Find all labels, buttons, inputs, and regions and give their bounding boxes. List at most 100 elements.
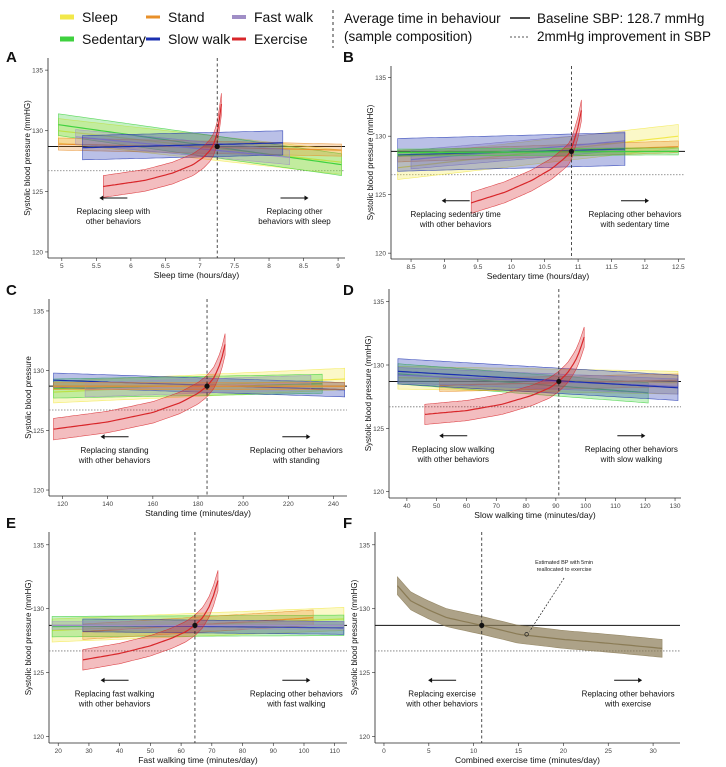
annotation-text: reallocated to exercise (537, 567, 592, 573)
legend-label-stand: Stand (168, 9, 205, 25)
panel-d: D 120 125 130 135 40 50 60 70 80 90 100 110 120 130 Slo… (343, 282, 681, 520)
series-line-exercise (53, 344, 226, 430)
right-arrowhead (641, 433, 646, 439)
y-tick-label: 125 (33, 670, 44, 677)
legend: Sleep Sedentary Stand Slow walk Fast wal… (60, 9, 711, 48)
y-axis-label: Systolic blood pressure (mmHG) (366, 104, 375, 220)
panel-letter-e: E (6, 515, 16, 532)
x-tick-label: 8.5 (299, 263, 308, 270)
plot-area (389, 326, 681, 425)
x-tick-label: 90 (552, 503, 560, 510)
legend-label-baseline: Baseline SBP: 128.7 mmHg (537, 11, 704, 26)
right-arrowhead (306, 677, 311, 683)
y-tick-label: 125 (32, 189, 43, 196)
right-arrowhead (306, 434, 311, 440)
x-axis-label: Sleep time (hours/day) (154, 270, 240, 280)
x-tick-label: 110 (610, 503, 621, 510)
right-note: with slow walking (600, 455, 662, 464)
average-point (214, 143, 220, 150)
x-tick-label: 200 (238, 501, 249, 508)
y-axis-label: Systolic blood pressure (mmHG) (23, 100, 32, 216)
y-tick-label: 125 (375, 192, 386, 199)
legend-label-average-1: Average time in behaviour (344, 11, 501, 26)
right-note: Replacing other behaviors (582, 689, 675, 698)
legend-label-improvement: 2mmHg improvement in SBP (537, 29, 711, 44)
average-point (192, 622, 198, 628)
x-tick-label: 20 (55, 748, 63, 755)
x-tick-label: 6 (129, 263, 133, 270)
left-note: with other behaviors (78, 699, 151, 708)
x-tick-label: 240 (328, 501, 339, 508)
x-tick-label: 90 (270, 748, 278, 755)
y-tick-label: 125 (373, 426, 384, 433)
x-tick-label: 15 (515, 748, 523, 755)
left-note: Replacing slow walking (412, 445, 495, 454)
left-arrowhead (428, 677, 433, 683)
panel-letter-d: D (343, 282, 354, 299)
x-tick-label: 160 (147, 501, 158, 508)
left-note: Replacing exercise (408, 689, 476, 698)
y-tick-label: 120 (373, 489, 384, 496)
x-tick-label: 10 (508, 264, 516, 271)
x-tick-label: 8 (267, 263, 271, 270)
y-tick-label: 130 (373, 363, 384, 370)
legend-label-exercise: Exercise (254, 31, 308, 47)
left-arrowhead (439, 433, 444, 439)
right-note: behaviors with sleep (258, 217, 331, 226)
x-axis-label: Slow walking time (minutes/day) (474, 510, 596, 520)
y-tick-label: 135 (33, 542, 44, 549)
panel-letter-c: C (6, 282, 17, 299)
x-tick-label: 30 (649, 748, 657, 755)
x-tick-label: 9 (336, 263, 340, 270)
x-tick-label: 9.5 (473, 264, 482, 271)
legend-label-sleep: Sleep (82, 9, 118, 25)
y-tick-label: 120 (32, 249, 43, 256)
right-arrowhead (304, 195, 309, 201)
panel-a: A 120 125 130 135 5 5.5 6 6.5 7 7.5 8 8.5 9 Sleep time… (6, 49, 345, 280)
y-tick-label: 130 (359, 606, 370, 613)
right-note: Replacing other behaviors (250, 446, 343, 455)
x-axis-label: Standing time (minutes/day) (145, 508, 251, 518)
left-note: with other behaviors (416, 455, 489, 464)
series-line-slow-walk (82, 142, 283, 149)
x-tick-label: 40 (116, 748, 124, 755)
panel-letter-f: F (343, 515, 352, 532)
series-band-combined-exercise (397, 576, 663, 658)
legend-item-fast-walk: Fast walk (232, 9, 314, 25)
plot-area (49, 570, 347, 671)
x-tick-label: 140 (102, 501, 113, 508)
x-tick-label: 110 (330, 748, 341, 755)
y-tick-label: 125 (359, 670, 370, 677)
legend-item-slow-walk: Slow walk (146, 31, 231, 47)
x-tick-label: 180 (193, 501, 204, 508)
x-tick-label: 40 (403, 503, 411, 510)
left-arrowhead (100, 434, 105, 440)
left-note: Replacing standing (81, 446, 149, 455)
panel-f: F 120 125 130 135 0 5 10 15 20 25 30 Combined exerci… (343, 515, 680, 765)
y-tick-label: 135 (33, 308, 44, 315)
series-band-exercise (470, 99, 582, 214)
left-note: other behaviors (86, 217, 141, 226)
y-tick-label: 120 (33, 488, 44, 495)
x-tick-label: 50 (433, 503, 441, 510)
x-tick-label: 60 (177, 748, 185, 755)
legend-label-fast-walk: Fast walk (254, 9, 314, 25)
x-tick-label: 11 (575, 264, 582, 271)
right-note: Replacing other behaviors (589, 210, 682, 219)
series-band-exercise (82, 570, 219, 671)
left-arrowhead (99, 195, 104, 201)
x-tick-label: 5.5 (92, 263, 101, 270)
x-tick-label: 120 (57, 501, 68, 508)
legend-item-sedentary: Sedentary (60, 31, 146, 47)
series-band-exercise (424, 326, 585, 425)
average-point (556, 378, 562, 385)
series-line-fast-walk (410, 140, 625, 161)
x-tick-label: 9 (443, 264, 447, 271)
series-line-slow-walk (397, 370, 679, 389)
right-note: Replacing other behaviors (585, 445, 678, 454)
legend-label-average-2: (sample composition) (344, 29, 472, 44)
y-axis-label: Systolic blood pressure (mmHG) (364, 335, 373, 451)
x-tick-label: 10 (470, 748, 478, 755)
